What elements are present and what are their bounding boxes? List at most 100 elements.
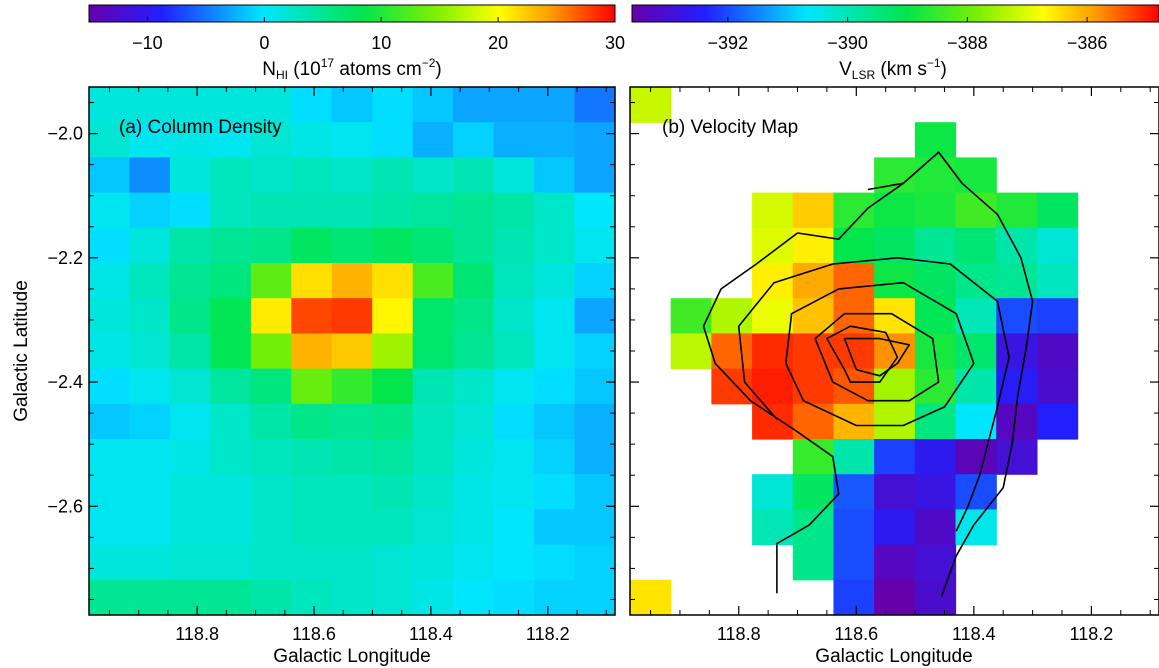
heatmap-cell — [412, 87, 454, 123]
heatmap-cell — [996, 439, 1038, 475]
heatmap-cell — [752, 227, 794, 264]
heatmap-cell — [129, 474, 171, 510]
heatmap-cell — [792, 192, 835, 229]
heatmap-cell — [331, 474, 373, 510]
heatmap-cell — [453, 87, 495, 123]
heatmap-cell — [169, 263, 211, 299]
y-axis-title: Galactic Latitude — [11, 280, 32, 422]
heatmap-cell — [210, 157, 252, 194]
heatmap-cell — [792, 474, 835, 510]
heatmap-cell — [250, 368, 292, 405]
heatmap-cell — [210, 403, 252, 440]
heatmap-cell — [493, 263, 535, 299]
heatmap-cell — [210, 509, 252, 546]
heatmap-cell — [169, 403, 211, 440]
heatmap-cell — [955, 333, 997, 370]
colorbar-tick-label: −388 — [947, 33, 988, 53]
colorbar-column-density: −10 0 10 20 30 NHI (1017 atoms cm−2) — [88, 4, 625, 82]
heatmap-cell — [914, 227, 957, 264]
heatmap-cell — [1036, 403, 1079, 440]
colorbar-b-ticks: −392 −390 −388 −386 — [708, 17, 1107, 53]
colorbar-tick-label: −392 — [708, 33, 749, 53]
heatmap-cell — [291, 579, 333, 615]
heatmap-cell — [210, 298, 252, 334]
heatmap-cell — [331, 333, 373, 370]
heatmap-cell — [89, 579, 131, 615]
x-tick-label: 118.2 — [1070, 624, 1114, 644]
heatmap-cell — [574, 87, 615, 123]
heatmap-cell — [1036, 298, 1079, 334]
heatmap-cell — [534, 474, 576, 510]
x-axis-title-b: Galactic Longitude — [815, 646, 972, 667]
heatmap-cell — [955, 298, 997, 334]
y-tick-label: −2.2 — [47, 248, 83, 268]
heatmap-cell — [453, 263, 495, 299]
heatmap-cell — [291, 157, 333, 194]
heatmap-cell — [250, 192, 292, 229]
heatmap-cell — [291, 368, 333, 405]
heatmap-cell — [89, 368, 131, 405]
heatmap-cell — [752, 474, 794, 510]
heatmap-cell — [534, 263, 576, 299]
colorbar-tick-label: 30 — [605, 33, 625, 53]
heatmap-cell — [372, 544, 414, 581]
heatmap-cell — [574, 157, 615, 194]
heatmap-cell — [372, 474, 414, 510]
heatmap-cell — [493, 474, 535, 510]
heatmap-cell — [331, 227, 373, 264]
heatmap-cell — [574, 474, 615, 510]
heatmap-cell — [169, 298, 211, 334]
heatmap-cell — [372, 263, 414, 299]
heatmap-cell — [372, 298, 414, 334]
heatmap-cell — [792, 368, 835, 405]
heatmap-cell — [493, 122, 535, 158]
heatmap-cell — [291, 333, 333, 370]
heatmap-cell — [250, 579, 292, 615]
x-tick-label: 118.6 — [292, 624, 336, 644]
heatmap-cell — [412, 439, 454, 475]
heatmap-cell — [711, 298, 753, 334]
heatmap-cell — [331, 298, 373, 334]
heatmap-cell — [250, 227, 292, 264]
contour-line — [843, 337, 910, 377]
heatmap-cell — [833, 439, 875, 475]
contour-line — [814, 312, 940, 402]
colorbar-b-gradient — [631, 4, 1159, 23]
heatmap-cell — [874, 439, 916, 475]
heatmap-cell — [291, 544, 333, 581]
heatmap-cell — [453, 544, 495, 581]
heatmap-cell — [711, 368, 753, 405]
heatmap-cell — [89, 509, 131, 546]
heatmap-cell — [89, 298, 131, 334]
heatmap-cell — [874, 579, 916, 615]
heatmap-cell — [792, 544, 835, 581]
x-tick-label: 118.8 — [717, 624, 761, 644]
heatmap-cell — [129, 333, 171, 370]
heatmap-cell — [996, 192, 1038, 229]
heatmap-cell — [493, 439, 535, 475]
heatmap-cell — [331, 368, 373, 405]
contour-line — [826, 325, 899, 383]
heatmap-cell — [833, 579, 875, 615]
heatmap-cell — [169, 87, 211, 123]
heatmap-cell — [372, 87, 414, 123]
heatmap-cell — [1036, 333, 1079, 370]
panel-velocity-map: 118.8 118.6 118.4 118.2 (b) Velocity Map Ga… — [629, 86, 1159, 667]
heatmap-cell — [169, 439, 211, 475]
heatmap-cell — [711, 333, 753, 370]
heatmap-cell — [996, 263, 1038, 299]
heatmap-cell — [493, 157, 535, 194]
heatmap-cell — [250, 509, 292, 546]
heatmap-cell — [574, 263, 615, 299]
heatmap-cell — [833, 509, 875, 546]
heatmap-cell — [169, 579, 211, 615]
colorbar-velocity: −392 −390 −388 −386 VLSR (km s−1) — [631, 4, 1159, 82]
heatmap-cell — [210, 368, 252, 405]
colorbar-tick-label: −10 — [132, 33, 163, 53]
heatmap-cell — [453, 298, 495, 334]
heatmap-cell — [996, 333, 1038, 370]
heatmap-cell — [89, 263, 131, 299]
heatmap-cell — [874, 474, 916, 510]
heatmap-cell — [169, 333, 211, 370]
heatmap-cell — [210, 192, 252, 229]
